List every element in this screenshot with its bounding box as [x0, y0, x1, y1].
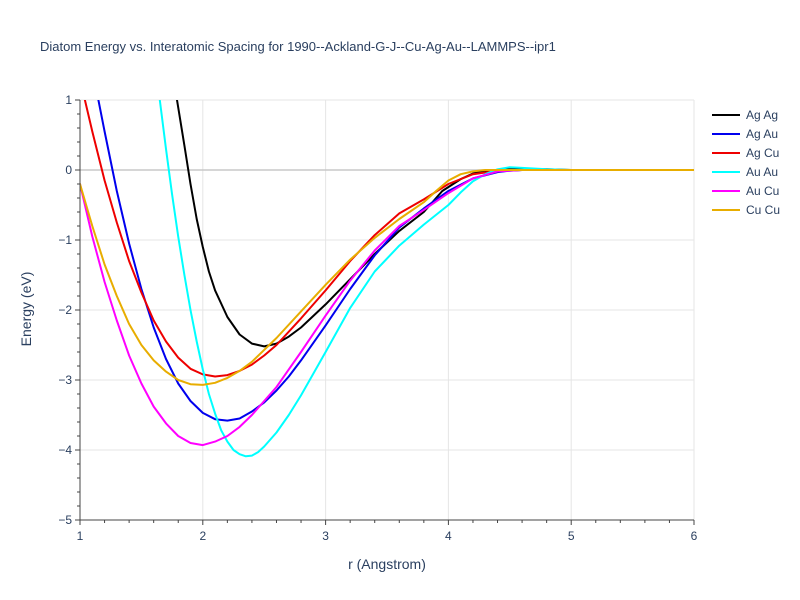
series-line-au-au: [158, 100, 694, 458]
series-line-ag-ag: [176, 100, 694, 348]
x-tick-label: 3: [322, 529, 329, 543]
grid: [80, 99, 695, 520]
x-tick-label: 2: [199, 529, 206, 543]
series-line-cu-cu: [80, 169, 694, 386]
legend-label: Au Cu: [746, 184, 779, 198]
series-line-au-cu: [80, 169, 694, 447]
legend[interactable]: Ag Ag Ag Au Ag Cu Au Au Au Cu Cu Cu: [712, 108, 780, 217]
plot-area: [80, 100, 694, 458]
legend-label: Cu Cu: [746, 203, 780, 217]
x-tick-label: 6: [691, 529, 698, 543]
x-tick-label: 5: [568, 529, 575, 543]
axes: 1 2 3 4 5 6 1 0 −1 −2 −3 −4 −5: [58, 93, 697, 543]
series-line-ag-cu: [83, 100, 694, 378]
y-axis-title: Energy (eV): [18, 272, 34, 347]
legend-label: Au Au: [746, 165, 778, 179]
legend-item-au-cu[interactable]: Au Cu: [712, 184, 779, 198]
chart-title: Diatom Energy vs. Interatomic Spacing fo…: [40, 39, 556, 54]
legend-item-au-au[interactable]: Au Au: [712, 165, 778, 179]
legend-item-ag-ag[interactable]: Ag Ag: [712, 108, 778, 122]
y-tick-label: 0: [65, 163, 72, 177]
x-tick-label: 4: [445, 529, 452, 543]
legend-label: Ag Ag: [746, 108, 778, 122]
legend-label: Ag Au: [746, 127, 778, 141]
y-tick-label: −2: [58, 303, 72, 317]
y-tick-label: −4: [58, 443, 72, 457]
legend-item-ag-au[interactable]: Ag Au: [712, 127, 778, 141]
legend-label: Ag Cu: [746, 146, 779, 160]
y-tick-label: −1: [58, 233, 72, 247]
legend-item-cu-cu[interactable]: Cu Cu: [712, 203, 780, 217]
x-tick-label: 1: [77, 529, 84, 543]
y-tick-label: −3: [58, 373, 72, 387]
legend-item-ag-cu[interactable]: Ag Cu: [712, 146, 779, 160]
x-axis-title: r (Angstrom): [348, 556, 426, 572]
y-tick-label: −5: [58, 513, 72, 527]
series-line-ag-au: [97, 100, 694, 422]
y-tick-label: 1: [65, 93, 72, 107]
